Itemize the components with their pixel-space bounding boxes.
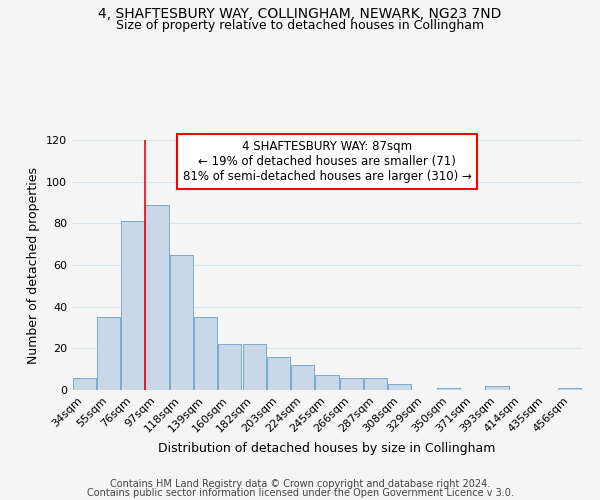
Bar: [121, 221, 144, 390]
Bar: [485, 386, 509, 390]
X-axis label: Distribution of detached houses by size in Collingham: Distribution of detached houses by size …: [158, 442, 496, 455]
Bar: [267, 356, 290, 390]
Bar: [364, 378, 387, 390]
Bar: [218, 344, 241, 390]
Bar: [559, 388, 581, 390]
Bar: [242, 344, 266, 390]
Bar: [97, 317, 120, 390]
Text: Contains public sector information licensed under the Open Government Licence v : Contains public sector information licen…: [86, 488, 514, 498]
Bar: [291, 365, 314, 390]
Text: Contains HM Land Registry data © Crown copyright and database right 2024.: Contains HM Land Registry data © Crown c…: [110, 479, 490, 489]
Bar: [170, 254, 193, 390]
Text: 4, SHAFTESBURY WAY, COLLINGHAM, NEWARK, NG23 7ND: 4, SHAFTESBURY WAY, COLLINGHAM, NEWARK, …: [98, 8, 502, 22]
Text: 4 SHAFTESBURY WAY: 87sqm
← 19% of detached houses are smaller (71)
81% of semi-d: 4 SHAFTESBURY WAY: 87sqm ← 19% of detach…: [182, 140, 472, 183]
Bar: [194, 317, 217, 390]
Bar: [145, 204, 169, 390]
Bar: [437, 388, 460, 390]
Bar: [340, 378, 363, 390]
Bar: [73, 378, 95, 390]
Y-axis label: Number of detached properties: Number of detached properties: [28, 166, 40, 364]
Bar: [388, 384, 412, 390]
Bar: [316, 376, 338, 390]
Text: Size of property relative to detached houses in Collingham: Size of property relative to detached ho…: [116, 19, 484, 32]
